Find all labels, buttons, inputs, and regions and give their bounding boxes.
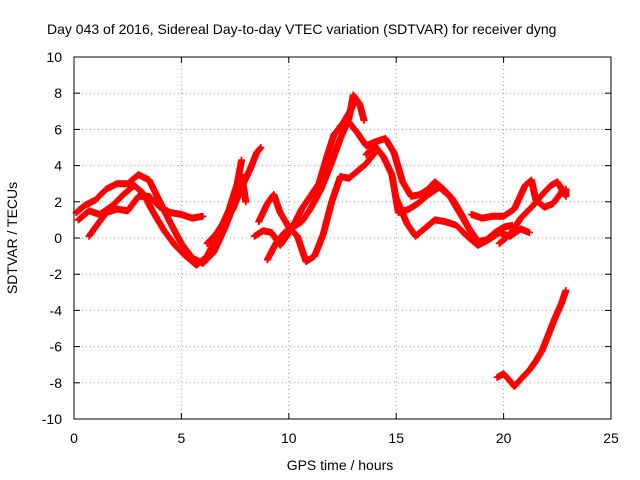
y-tick-label: 0 <box>54 230 62 246</box>
series-trace-j <box>392 194 533 249</box>
x-tick-label: 25 <box>603 430 619 446</box>
plot-frame <box>73 56 612 420</box>
x-tick-label: 0 <box>70 430 78 446</box>
data-point <box>199 212 207 220</box>
series-trace-g <box>255 149 379 266</box>
y-tick-label: 2 <box>54 194 62 210</box>
y-tick-label: 10 <box>46 49 62 65</box>
x-tick-label: 20 <box>496 430 512 446</box>
chart-title: Day 043 of 2016, Sidereal Day-to-day VTE… <box>47 21 556 37</box>
y-tick-label: 4 <box>54 158 62 174</box>
series-trace-f <box>263 91 368 264</box>
series-trace-b <box>74 156 246 269</box>
y-axis-title: SDTVAR / TECUs <box>4 182 20 294</box>
series-trace-l <box>495 178 570 247</box>
data-point <box>238 156 246 164</box>
data-point <box>525 229 533 237</box>
y-tick-label: 6 <box>54 121 62 137</box>
data-point <box>257 144 265 151</box>
y-tick-label: -6 <box>50 339 63 355</box>
data-marks <box>72 91 570 390</box>
y-tick-label: -8 <box>50 375 63 391</box>
series-trace-i <box>362 142 516 246</box>
x-tick-label: 5 <box>178 430 186 446</box>
series-trace-e <box>250 95 359 249</box>
data-point <box>360 116 368 124</box>
y-tick-label: 8 <box>54 85 62 101</box>
y-tick-label: -10 <box>42 411 62 427</box>
tick-labels: 0 5 10 15 20 25 -10 -8 -6 -4 -2 0 2 4 6 8 10 <box>42 49 619 446</box>
y-tick-label: -2 <box>50 266 63 282</box>
series-trace-m <box>493 286 570 390</box>
series-trace-c <box>85 192 207 240</box>
series-trace-d <box>203 144 265 247</box>
data-point <box>242 198 250 206</box>
x-tick-label: 10 <box>281 430 297 446</box>
y-tick-label: -4 <box>50 302 63 318</box>
data-point <box>562 185 570 193</box>
x-axis-title: GPS time / hours <box>287 457 394 473</box>
data-point <box>562 286 570 294</box>
x-tick-label: 15 <box>388 430 404 446</box>
